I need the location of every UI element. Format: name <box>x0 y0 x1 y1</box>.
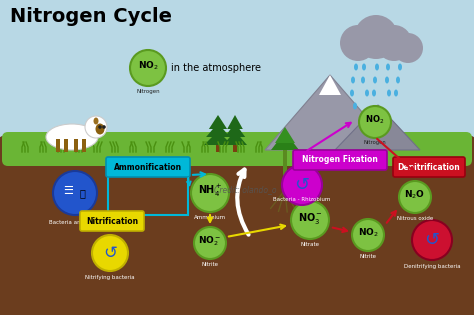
FancyBboxPatch shape <box>106 157 190 177</box>
Polygon shape <box>265 75 395 150</box>
Circle shape <box>191 174 229 212</box>
Polygon shape <box>335 105 420 150</box>
Circle shape <box>282 165 322 205</box>
Text: N$_2$O: N$_2$O <box>404 189 426 201</box>
Text: ↺: ↺ <box>294 176 310 194</box>
Circle shape <box>85 116 107 138</box>
Ellipse shape <box>354 64 358 71</box>
Circle shape <box>130 50 166 86</box>
Polygon shape <box>319 75 341 95</box>
Ellipse shape <box>353 102 357 110</box>
Circle shape <box>194 227 226 259</box>
Circle shape <box>412 220 452 260</box>
Ellipse shape <box>350 89 354 96</box>
Circle shape <box>354 15 398 59</box>
Polygon shape <box>209 115 227 129</box>
Text: NO$_2$: NO$_2$ <box>137 60 158 72</box>
Circle shape <box>352 219 384 251</box>
Bar <box>64 139 68 152</box>
Text: ↺: ↺ <box>424 231 439 249</box>
Text: NO$_2$: NO$_2$ <box>358 227 378 239</box>
Circle shape <box>376 25 412 61</box>
Text: Credit: olando_o: Credit: olando_o <box>214 186 276 194</box>
Ellipse shape <box>396 77 400 83</box>
Ellipse shape <box>361 77 365 83</box>
Ellipse shape <box>93 117 99 124</box>
Polygon shape <box>223 131 247 145</box>
Bar <box>283 150 287 190</box>
Text: Nitrogen Fixation: Nitrogen Fixation <box>302 156 378 164</box>
Ellipse shape <box>362 64 366 71</box>
Polygon shape <box>225 123 245 137</box>
Ellipse shape <box>398 64 402 71</box>
Ellipse shape <box>365 89 369 96</box>
Bar <box>56 139 60 152</box>
Text: Bacteria - Rhizobium: Bacteria - Rhizobium <box>273 197 331 202</box>
Text: NH$_4^+$: NH$_4^+$ <box>198 183 222 199</box>
Text: Nitrous oxide: Nitrous oxide <box>397 216 433 221</box>
Ellipse shape <box>385 77 389 83</box>
Polygon shape <box>206 123 230 137</box>
Bar <box>82 139 86 152</box>
Text: Nitrifying bacteria: Nitrifying bacteria <box>85 275 135 280</box>
Ellipse shape <box>46 124 98 150</box>
Text: ↺: ↺ <box>103 244 117 262</box>
Ellipse shape <box>394 89 398 96</box>
Circle shape <box>98 125 102 129</box>
FancyBboxPatch shape <box>293 150 387 170</box>
Text: Nitrite: Nitrite <box>201 262 219 267</box>
Ellipse shape <box>95 123 104 135</box>
Bar <box>74 139 78 152</box>
Polygon shape <box>271 132 299 150</box>
Polygon shape <box>227 115 243 129</box>
Circle shape <box>102 125 106 129</box>
Text: Denitrification: Denitrification <box>398 163 460 171</box>
Text: Ammonium: Ammonium <box>194 215 226 220</box>
Bar <box>108 160 188 215</box>
Text: NO$_2$: NO$_2$ <box>365 114 385 126</box>
Text: Denitrifying bacteria: Denitrifying bacteria <box>404 264 460 269</box>
Text: in the atmosphere: in the atmosphere <box>171 63 261 73</box>
Text: Nitrification: Nitrification <box>86 216 138 226</box>
Text: Nitrogen Cycle: Nitrogen Cycle <box>10 7 172 26</box>
FancyBboxPatch shape <box>0 135 474 315</box>
Text: ☰: ☰ <box>63 186 73 196</box>
Bar <box>233 140 237 152</box>
Polygon shape <box>275 127 295 143</box>
Text: Ammonification: Ammonification <box>114 163 182 171</box>
Ellipse shape <box>351 77 355 83</box>
Text: Nitrate: Nitrate <box>301 242 319 247</box>
Circle shape <box>359 106 391 138</box>
Ellipse shape <box>387 89 391 96</box>
Ellipse shape <box>372 89 376 96</box>
Circle shape <box>291 201 329 239</box>
Text: NO$_3^-$: NO$_3^-$ <box>298 210 322 226</box>
Polygon shape <box>204 131 232 145</box>
Circle shape <box>399 181 431 213</box>
Ellipse shape <box>386 64 390 71</box>
Bar <box>216 140 220 152</box>
Text: Nitrogen: Nitrogen <box>136 89 160 94</box>
Circle shape <box>92 235 128 271</box>
Circle shape <box>393 33 423 63</box>
FancyBboxPatch shape <box>2 132 472 166</box>
FancyBboxPatch shape <box>393 157 465 177</box>
Text: NO$_2^-$: NO$_2^-$ <box>199 234 221 248</box>
FancyBboxPatch shape <box>80 211 144 231</box>
Ellipse shape <box>373 77 377 83</box>
Text: Nitrogen: Nitrogen <box>364 140 386 145</box>
Text: 🍄: 🍄 <box>79 188 85 198</box>
Text: Bacteria and Fungi: Bacteria and Fungi <box>49 220 101 225</box>
Circle shape <box>340 25 376 61</box>
Ellipse shape <box>375 64 379 71</box>
Text: Nitrite: Nitrite <box>359 254 376 259</box>
Circle shape <box>53 171 97 215</box>
